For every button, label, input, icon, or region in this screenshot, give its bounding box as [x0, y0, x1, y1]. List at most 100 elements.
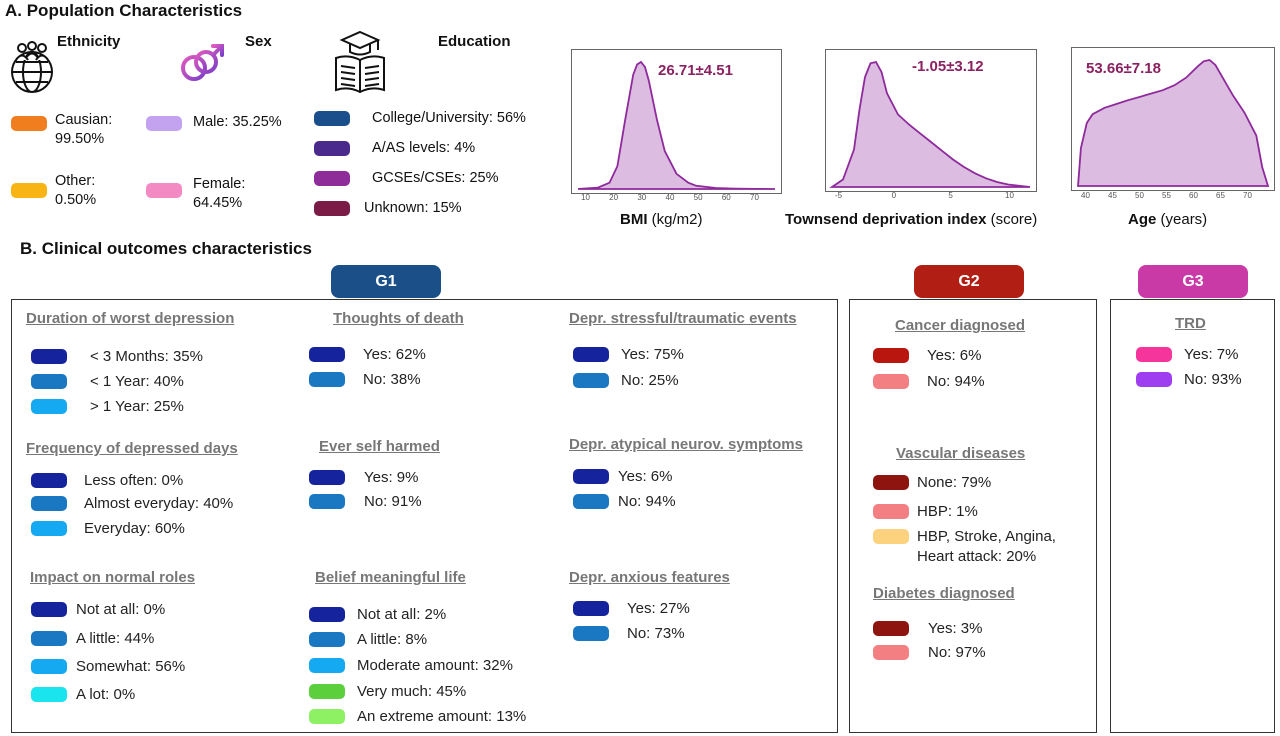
g1-block-label: No: 73%	[627, 625, 685, 642]
x-tick-label: 50	[693, 193, 703, 202]
x-axis-label: Age (years)	[1128, 211, 1208, 228]
g1-block-swatch	[31, 631, 67, 646]
g1-block-swatch	[309, 684, 345, 699]
ethnicity-item-swatch	[11, 116, 47, 131]
density-plot-svg	[577, 60, 776, 190]
g1-block-swatch	[31, 399, 67, 414]
x-tick-label: 5	[948, 191, 953, 200]
density-chart-2: -1.05±3.12	[825, 49, 1037, 192]
g1-block-swatch	[31, 687, 67, 702]
g1-block-label: Somewhat: 56%	[76, 658, 186, 675]
g1-block-label: No: 25%	[621, 372, 679, 389]
g1-block-swatch	[31, 496, 67, 511]
g1-block-heading: Belief meaningful life	[315, 569, 466, 586]
g1-block-swatch	[309, 709, 345, 724]
g1-block-label: > 1 Year: 25%	[90, 398, 184, 415]
g2-badge: G2	[914, 265, 1024, 298]
density-area	[829, 60, 1031, 188]
globe-people-icon	[4, 40, 60, 96]
g2-block-swatch	[873, 374, 909, 389]
g2-block-label: HBP, Stroke, Angina, Heart attack: 20%	[917, 528, 1056, 566]
g1-block-heading: Thoughts of death	[333, 310, 464, 327]
x-tick-label: 40	[1081, 191, 1090, 200]
education-item-swatch	[314, 141, 350, 156]
g2-block-swatch	[873, 529, 909, 544]
g1-block-swatch	[573, 347, 609, 362]
g1-block-swatch	[309, 347, 345, 362]
g2-block-label: No: 97%	[928, 644, 986, 661]
g1-block-label: A little: 8%	[357, 631, 428, 648]
g1-block-label: < 3 Months: 35%	[90, 348, 203, 365]
g1-block-heading: Ever self harmed	[319, 438, 440, 455]
g1-block-label: Yes: 27%	[627, 600, 690, 617]
g2-block-label: None: 79%	[917, 474, 992, 491]
g1-block-swatch	[309, 607, 345, 622]
g1-block-heading: Frequency of depressed days	[26, 440, 238, 457]
g1-badge: G1	[331, 265, 441, 298]
g2-block-swatch	[873, 504, 909, 519]
education-item-label: Unknown: 15%	[364, 200, 462, 216]
g2-block-heading: Cancer diagnosed	[895, 317, 1026, 334]
x-axis-label-bold: Townsend deprivation index	[785, 211, 987, 228]
x-axis-label: Townsend deprivation index (score)	[785, 211, 1038, 228]
x-tick-label: 60	[721, 193, 731, 202]
x-axis-label: BMI (kg/m2)	[620, 211, 703, 228]
g3-block-heading: TRD	[1175, 315, 1206, 332]
g1-block-swatch	[31, 521, 67, 536]
g2-block-label: No: 94%	[927, 373, 985, 390]
g1-block-label: Moderate amount: 32%	[357, 657, 513, 674]
g1-block-swatch	[31, 349, 67, 364]
g1-block-label: Not at all: 2%	[357, 606, 447, 623]
g1-block-label: Yes: 9%	[364, 469, 419, 486]
x-tick-label: 70	[1243, 191, 1252, 200]
sex-item-swatch	[146, 116, 182, 131]
g1-block-heading: Depr. stressful/traumatic events	[569, 310, 797, 327]
ethnicity-item-label: Other: 0.50%	[55, 173, 97, 208]
g1-block-swatch	[31, 659, 67, 674]
density-area	[1077, 59, 1270, 187]
g1-block-heading: Depr. anxious features	[569, 569, 730, 586]
education-item-swatch	[314, 171, 350, 186]
g1-block-label: No: 91%	[364, 493, 422, 510]
g1-block-swatch	[31, 374, 67, 389]
g3-panel	[1110, 299, 1275, 733]
density-annotation: -1.05±3.12	[912, 58, 984, 75]
ethnicity-title: Ethnicity	[57, 33, 121, 50]
x-tick-label: 50	[1135, 191, 1144, 200]
g1-block-swatch	[573, 494, 609, 509]
g1-block-label: Very much: 45%	[357, 683, 467, 700]
education-item-label: A/AS levels: 4%	[372, 140, 476, 156]
g1-block-label: < 1 Year: 40%	[90, 373, 184, 390]
x-tick-label: 0	[891, 191, 897, 200]
g1-block-label: No: 38%	[363, 371, 421, 388]
x-tick-label: 10	[581, 193, 590, 202]
g3-block-swatch	[1136, 347, 1172, 362]
density-chart-3: 53.66±7.18	[1071, 47, 1275, 191]
g1-block-swatch	[309, 494, 345, 509]
x-tick-label: 45	[1108, 191, 1117, 200]
x-axis-label-bold: Age	[1128, 211, 1157, 228]
g3-block-swatch	[1136, 372, 1172, 387]
open-book-icon	[332, 30, 388, 94]
density-annotation: 26.71±4.51	[658, 62, 733, 79]
x-axis-label-bold: BMI	[620, 211, 648, 228]
g2-block-swatch	[873, 475, 909, 490]
education-item-swatch	[314, 201, 350, 216]
g1-block-label: No: 94%	[618, 493, 676, 510]
education-title: Education	[438, 33, 511, 50]
x-tick-label: 60	[1189, 191, 1198, 200]
sex-title: Sex	[245, 33, 272, 50]
g1-block-label: Not at all: 0%	[76, 601, 166, 618]
g1-block-label: Yes: 75%	[621, 346, 684, 363]
x-tick-label: 20	[609, 193, 619, 202]
g1-block-label: Less often: 0%	[84, 472, 184, 489]
density-area	[577, 60, 776, 190]
g3-block-label: No: 93%	[1184, 371, 1242, 388]
density-plot-svg	[829, 60, 1031, 188]
g2-block-swatch	[873, 621, 909, 636]
g3-block-label: Yes: 7%	[1184, 346, 1239, 363]
g2-block-swatch	[873, 348, 909, 363]
g1-block-swatch	[309, 470, 345, 485]
section-a-title: A. Population Characteristics	[5, 1, 243, 20]
g1-panel	[11, 299, 838, 733]
